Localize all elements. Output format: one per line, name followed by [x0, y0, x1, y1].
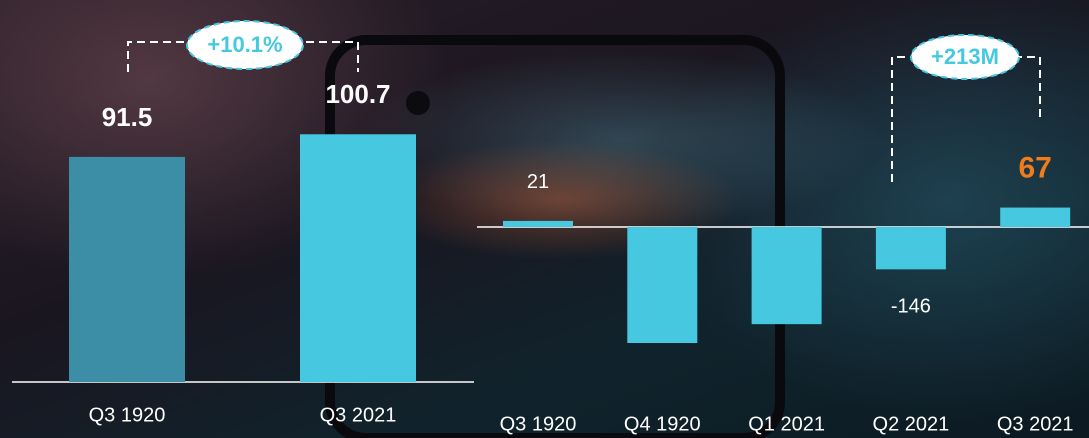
bar [627, 227, 697, 343]
screen: Q3 1920 91.5 Q3 2021 100.7 +10.1% Q3 1920 21 Q4… [0, 0, 1089, 438]
x-tick-label: Q1 2021 [748, 413, 825, 435]
value-label: 100.7 [325, 79, 390, 109]
annotation: +213M [931, 44, 999, 69]
value-label: -146 [891, 296, 931, 318]
annotation: +10.1% [207, 32, 282, 57]
chart: Q3 1920 91.5 Q3 2021 100.7 +10.1% Q3 1920 21 Q4… [0, 0, 1089, 438]
phone-camera [406, 91, 430, 115]
bar [69, 157, 185, 382]
x-tick-label: Q4 1920 [624, 413, 701, 435]
value-label: 21 [527, 171, 549, 193]
value-label: 67 [1019, 151, 1052, 184]
x-tick-label: Q2 2021 [873, 413, 950, 435]
x-tick-label: Q3 1920 [89, 404, 166, 426]
value-label: 91.5 [102, 102, 153, 132]
x-tick-label: Q3 2021 [320, 404, 397, 426]
x-tick-label: Q3 2021 [997, 413, 1074, 435]
bar [1000, 208, 1070, 227]
bar [876, 227, 946, 269]
bar [503, 221, 573, 227]
x-tick-label: Q3 1920 [500, 413, 577, 435]
bar [752, 227, 822, 324]
bar [300, 134, 416, 382]
